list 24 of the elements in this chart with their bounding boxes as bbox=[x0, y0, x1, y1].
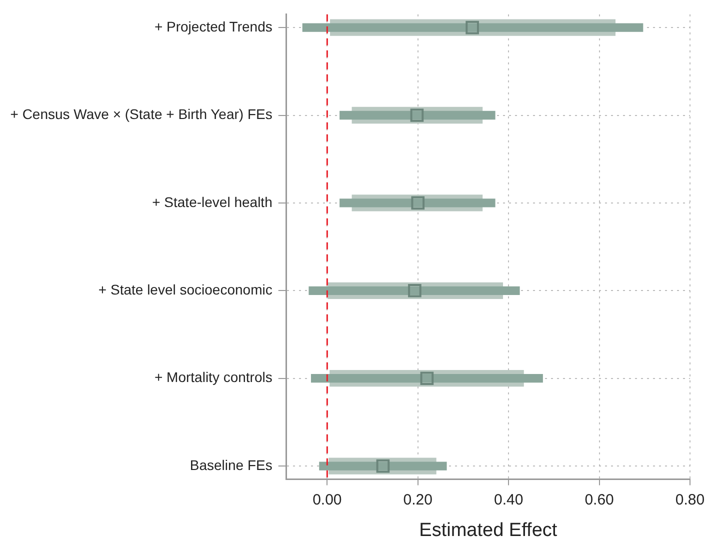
x-tick-label: 0.40 bbox=[494, 491, 524, 508]
y-tick-label: Baseline FEs bbox=[190, 456, 272, 473]
x-tick-label: 0.80 bbox=[675, 491, 705, 508]
bar bbox=[340, 198, 496, 208]
x-tick-label: 0.60 bbox=[584, 491, 614, 508]
y-tick-label: + State level socioeconomic bbox=[98, 282, 272, 298]
point bbox=[408, 284, 422, 298]
point bbox=[420, 372, 434, 386]
y-tick-label: + Mortality controls bbox=[154, 369, 272, 386]
x-axis-title: Estimated Effect bbox=[419, 520, 558, 541]
y-tick-label: + Census Wave × (State + Birth Year) FEs bbox=[10, 106, 272, 122]
bar bbox=[302, 23, 644, 32]
point bbox=[411, 196, 425, 210]
y-tick-label: + Projected Trends bbox=[154, 18, 272, 34]
x-tick-label: 0.20 bbox=[403, 491, 432, 508]
y-tick-label: + State-level health bbox=[152, 194, 272, 210]
x-tick-label: 0.00 bbox=[312, 491, 342, 508]
bar bbox=[308, 286, 520, 295]
point bbox=[466, 20, 479, 34]
bar bbox=[340, 110, 496, 120]
point bbox=[376, 459, 390, 473]
point bbox=[410, 108, 424, 122]
bar bbox=[319, 462, 447, 470]
bar bbox=[310, 374, 543, 383]
